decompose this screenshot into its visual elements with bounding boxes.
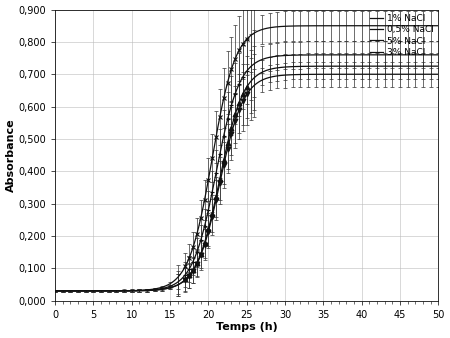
Y-axis label: Absorbance: Absorbance	[5, 118, 16, 192]
Legend: 1% NaCl, 0,5% NaCl, 5% NaCl, 3% NaCl: 1% NaCl, 0,5% NaCl, 5% NaCl, 3% NaCl	[370, 14, 434, 57]
X-axis label: Temps (h): Temps (h)	[216, 322, 278, 333]
